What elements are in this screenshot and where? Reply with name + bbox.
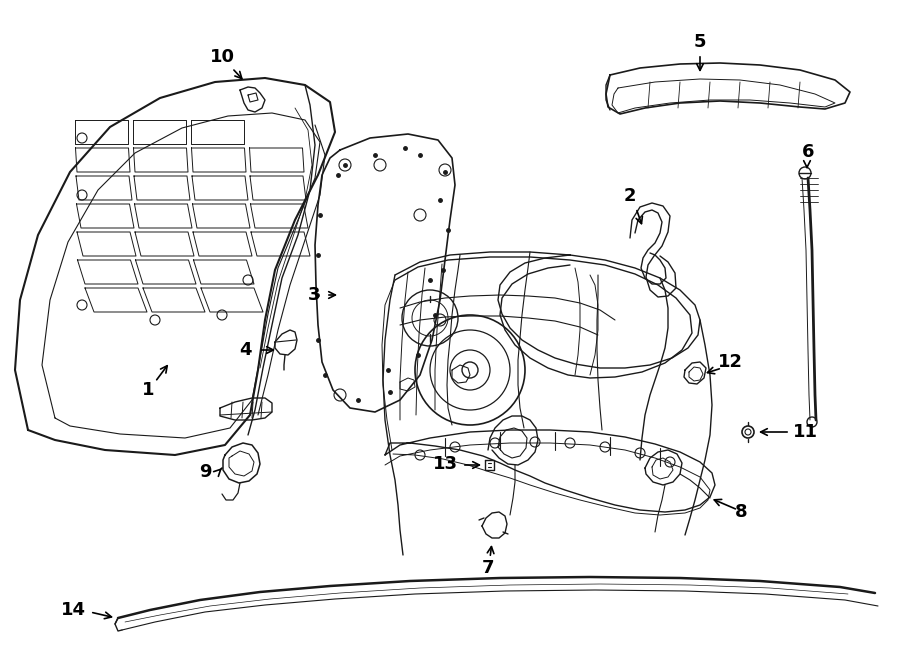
Text: 13: 13 (433, 455, 458, 473)
Text: 12: 12 (718, 353, 743, 371)
Text: 2: 2 (624, 187, 636, 205)
Text: 5: 5 (694, 33, 706, 51)
Text: 10: 10 (210, 48, 235, 66)
Text: 7: 7 (482, 559, 494, 577)
Text: 4: 4 (239, 341, 252, 359)
Text: 3: 3 (308, 286, 320, 304)
Text: 8: 8 (735, 503, 748, 521)
Text: 6: 6 (802, 143, 814, 161)
Text: 11: 11 (793, 423, 818, 441)
Text: 9: 9 (200, 463, 212, 481)
Text: 14: 14 (61, 601, 86, 619)
Text: 1: 1 (142, 381, 154, 399)
